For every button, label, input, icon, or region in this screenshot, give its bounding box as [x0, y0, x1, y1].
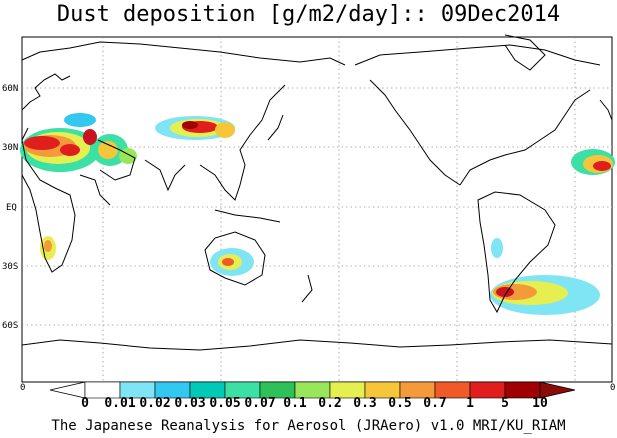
lat-label-60s: 60S: [2, 321, 18, 331]
colorbar-label: 0: [81, 396, 89, 411]
lat-label-eq: EQ: [6, 203, 17, 213]
colorbar-label: 0.02: [139, 396, 171, 411]
credit-line: The Japanese Reanalysis for Aerosol (JRA…: [51, 418, 566, 434]
colorbar-label: 0.5: [388, 396, 412, 411]
colorbar-label: 0.2: [318, 396, 342, 411]
colorbar-label: 0.01: [104, 396, 136, 411]
colorbar-label: 0.05: [209, 396, 241, 411]
colorbar-label: 0.07: [244, 396, 276, 411]
grid-lines: [22, 37, 612, 382]
colorbar-label: 0.03: [174, 396, 206, 411]
colorbar-label: 1: [466, 396, 474, 411]
colorbar-label: 5: [501, 396, 509, 411]
map-title: Dust deposition [g/m2/day]:: 09Dec2014: [56, 2, 561, 27]
dust-shading: [20, 113, 615, 315]
colorbar-label: 10: [532, 396, 548, 411]
colorbar-triangle-right: [539, 381, 576, 399]
colorbar-label: 0.7: [423, 396, 447, 411]
colorbar-edge-right: 0: [610, 383, 616, 393]
colorbar-label: 0.1: [283, 396, 307, 411]
lat-label-30n: 30N: [2, 143, 18, 153]
colorbar-label: 0.3: [353, 396, 377, 411]
colorbar: [49, 381, 576, 399]
colorbar-edge-left: 0: [20, 383, 26, 393]
colorbar-triangle-left: [49, 381, 86, 399]
coastlines: [21, 34, 613, 351]
lat-label-60n: 60N: [2, 84, 18, 94]
lat-label-30s: 30S: [2, 262, 18, 272]
map-frame: [21, 36, 613, 383]
